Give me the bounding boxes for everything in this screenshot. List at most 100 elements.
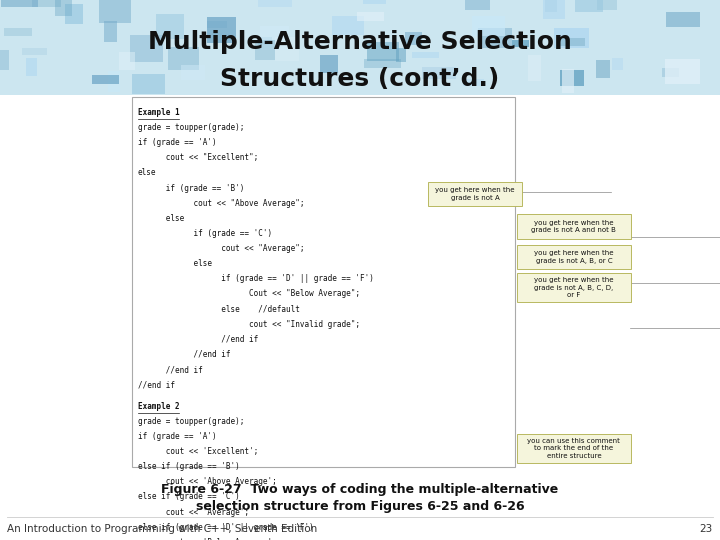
FancyBboxPatch shape bbox=[156, 15, 184, 38]
Text: cout << "Invalid grade";: cout << "Invalid grade"; bbox=[138, 320, 359, 329]
FancyBboxPatch shape bbox=[575, 0, 603, 12]
FancyBboxPatch shape bbox=[168, 46, 199, 70]
Text: //end if: //end if bbox=[138, 365, 202, 374]
FancyBboxPatch shape bbox=[560, 70, 584, 86]
Text: else    //default: else //default bbox=[138, 305, 300, 314]
Text: if (grade == 'C'): if (grade == 'C') bbox=[138, 229, 271, 238]
Text: //end if: //end if bbox=[138, 350, 230, 359]
FancyBboxPatch shape bbox=[130, 36, 163, 62]
Text: Structures (cont’d.): Structures (cont’d.) bbox=[220, 66, 500, 91]
FancyBboxPatch shape bbox=[258, 37, 272, 45]
FancyBboxPatch shape bbox=[99, 0, 130, 23]
FancyBboxPatch shape bbox=[544, 0, 557, 12]
FancyBboxPatch shape bbox=[517, 434, 631, 463]
FancyBboxPatch shape bbox=[396, 48, 406, 63]
FancyBboxPatch shape bbox=[422, 67, 456, 79]
Text: 23: 23 bbox=[700, 524, 713, 534]
FancyBboxPatch shape bbox=[596, 60, 610, 78]
FancyBboxPatch shape bbox=[0, 50, 9, 70]
Text: else: else bbox=[138, 214, 184, 223]
FancyBboxPatch shape bbox=[405, 32, 423, 45]
FancyBboxPatch shape bbox=[554, 28, 589, 48]
FancyBboxPatch shape bbox=[207, 17, 235, 43]
Text: cout << 'Below Average';: cout << 'Below Average'; bbox=[138, 538, 276, 540]
FancyBboxPatch shape bbox=[320, 55, 338, 73]
Text: else: else bbox=[138, 259, 212, 268]
Text: Multiple-Alternative Selection: Multiple-Alternative Selection bbox=[148, 30, 572, 54]
Text: cout << 'Average';: cout << 'Average'; bbox=[138, 508, 248, 517]
FancyBboxPatch shape bbox=[528, 55, 541, 80]
Text: you get here when the
grade is not A, B, C, D,
or F: you get here when the grade is not A, B,… bbox=[534, 277, 613, 298]
FancyBboxPatch shape bbox=[517, 273, 631, 302]
Text: cout << 'Above Average';: cout << 'Above Average'; bbox=[138, 477, 276, 487]
FancyBboxPatch shape bbox=[258, 0, 292, 7]
Text: you get here when the
grade is not A and not B: you get here when the grade is not A and… bbox=[531, 220, 616, 233]
Text: Example 2: Example 2 bbox=[138, 402, 179, 411]
FancyBboxPatch shape bbox=[255, 40, 275, 60]
FancyBboxPatch shape bbox=[512, 40, 529, 47]
FancyBboxPatch shape bbox=[132, 74, 166, 94]
Text: you can use this comment
to mark the end of the
entire structure: you can use this comment to mark the end… bbox=[528, 438, 620, 459]
Text: //end if: //end if bbox=[138, 380, 174, 389]
FancyBboxPatch shape bbox=[119, 52, 135, 70]
FancyBboxPatch shape bbox=[477, 28, 512, 49]
FancyBboxPatch shape bbox=[463, 79, 485, 86]
FancyBboxPatch shape bbox=[22, 48, 47, 55]
FancyBboxPatch shape bbox=[4, 29, 32, 36]
FancyBboxPatch shape bbox=[66, 4, 83, 24]
Text: you get here when the
grade is not A, B, or C: you get here when the grade is not A, B,… bbox=[534, 250, 613, 264]
FancyBboxPatch shape bbox=[132, 97, 515, 467]
Text: if (grade == 'A'): if (grade == 'A') bbox=[138, 432, 216, 441]
FancyBboxPatch shape bbox=[665, 59, 700, 84]
FancyBboxPatch shape bbox=[357, 12, 384, 22]
FancyBboxPatch shape bbox=[275, 37, 299, 61]
Text: if (grade == 'A'): if (grade == 'A') bbox=[138, 138, 216, 147]
Text: An Introduction to Programming with C++, Seventh Edition: An Introduction to Programming with C++,… bbox=[7, 524, 318, 534]
Text: if (grade == 'B'): if (grade == 'B') bbox=[138, 184, 244, 193]
Text: Example 1: Example 1 bbox=[138, 108, 179, 117]
FancyBboxPatch shape bbox=[517, 245, 631, 269]
FancyBboxPatch shape bbox=[364, 0, 386, 4]
FancyBboxPatch shape bbox=[0, 0, 720, 94]
FancyBboxPatch shape bbox=[108, 71, 120, 92]
FancyBboxPatch shape bbox=[562, 69, 574, 93]
Text: if (grade == 'D' || grade == 'F'): if (grade == 'D' || grade == 'F') bbox=[138, 274, 374, 284]
FancyBboxPatch shape bbox=[332, 16, 364, 35]
Text: cout << 'Excellent';: cout << 'Excellent'; bbox=[138, 447, 258, 456]
FancyBboxPatch shape bbox=[366, 42, 399, 61]
FancyBboxPatch shape bbox=[465, 0, 490, 10]
Text: Figure 6-27  Two ways of coding the multiple-alternative
selection structure fro: Figure 6-27 Two ways of coding the multi… bbox=[161, 483, 559, 514]
FancyBboxPatch shape bbox=[517, 214, 631, 239]
FancyBboxPatch shape bbox=[207, 21, 227, 28]
FancyBboxPatch shape bbox=[413, 52, 439, 58]
FancyBboxPatch shape bbox=[104, 21, 117, 42]
FancyBboxPatch shape bbox=[559, 38, 585, 46]
Text: else if (grade == 'B'): else if (grade == 'B') bbox=[138, 462, 239, 471]
FancyBboxPatch shape bbox=[612, 58, 623, 70]
Text: cout << "Average";: cout << "Average"; bbox=[138, 244, 304, 253]
FancyBboxPatch shape bbox=[1, 0, 38, 8]
Text: grade = toupper(grade);: grade = toupper(grade); bbox=[138, 417, 244, 426]
FancyBboxPatch shape bbox=[597, 0, 618, 10]
FancyBboxPatch shape bbox=[662, 69, 680, 77]
Text: else: else bbox=[138, 168, 156, 178]
FancyBboxPatch shape bbox=[91, 75, 119, 84]
FancyBboxPatch shape bbox=[32, 0, 60, 8]
Text: cout << "Excellent";: cout << "Excellent"; bbox=[138, 153, 258, 163]
Text: //end if: //end if bbox=[138, 335, 258, 344]
FancyBboxPatch shape bbox=[27, 58, 37, 76]
FancyBboxPatch shape bbox=[261, 25, 289, 50]
FancyBboxPatch shape bbox=[543, 0, 564, 19]
FancyBboxPatch shape bbox=[472, 16, 505, 36]
Text: cout << "Above Average";: cout << "Above Average"; bbox=[138, 199, 304, 208]
FancyBboxPatch shape bbox=[181, 65, 204, 80]
FancyBboxPatch shape bbox=[364, 59, 402, 68]
FancyBboxPatch shape bbox=[428, 182, 522, 206]
FancyBboxPatch shape bbox=[666, 12, 701, 26]
Text: else if (grade == 'D' || grade == 'F'): else if (grade == 'D' || grade == 'F') bbox=[138, 523, 313, 532]
Text: grade = toupper(grade);: grade = toupper(grade); bbox=[138, 123, 244, 132]
Text: you get here when the
grade is not A: you get here when the grade is not A bbox=[436, 187, 515, 201]
Text: Cout << "Below Average";: Cout << "Below Average"; bbox=[138, 289, 359, 299]
FancyBboxPatch shape bbox=[55, 0, 72, 16]
Text: else if (grade == 'C'): else if (grade == 'C') bbox=[138, 492, 239, 502]
